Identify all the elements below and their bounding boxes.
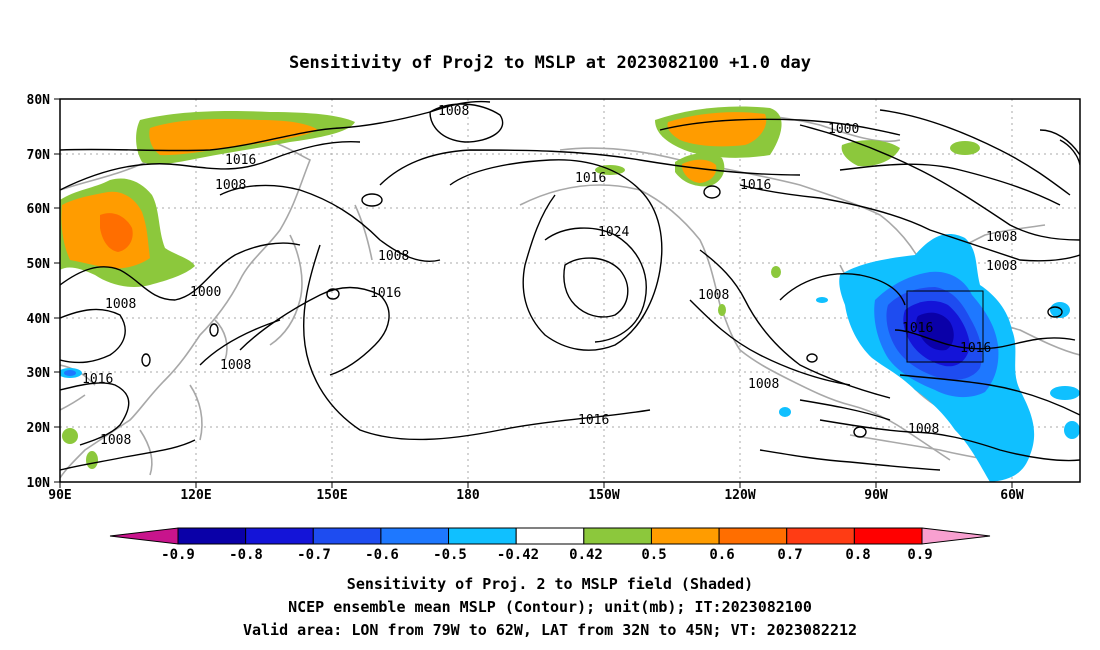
isobar-label: 1016: [902, 321, 933, 336]
lat-label: 30N: [27, 366, 51, 381]
shade-green: [86, 451, 98, 469]
colorbar-box: [515, 527, 585, 545]
lon-label: 90W: [864, 488, 888, 503]
isobar-contours: [60, 100, 1080, 471]
shade-cyan: [779, 407, 791, 417]
colorbar-above-triangle: [921, 527, 991, 545]
colorbar: -0.9 -0.8 -0.7 -0.6 -0.5 -0.42 0.42 0.5 …: [109, 527, 991, 563]
colorbar-label: 0.8: [845, 547, 870, 563]
colorbar-box: [853, 527, 923, 545]
positive-sensitivity-shading: [60, 106, 980, 469]
colorbar-box: [177, 527, 247, 545]
lat-label: 20N: [27, 421, 51, 436]
captions: Sensitivity of Proj. 2 to MSLP field (Sh…: [243, 575, 857, 639]
colorbar-label: -0.9: [161, 547, 195, 563]
isobar-label: 1016: [370, 286, 401, 301]
lon-label: 60W: [1000, 488, 1024, 503]
isobar-labels: 1008 1016 1008 1008 1016 1024 1016 1000 …: [82, 104, 1017, 448]
isobar-label: 1008: [100, 433, 131, 448]
caption-line: NCEP ensemble mean MSLP (Contour); unit(…: [288, 598, 812, 616]
lon-label: 180: [456, 488, 480, 503]
shade-cyan: [816, 297, 828, 303]
lat-label: 80N: [27, 93, 51, 108]
isobar-label: 1016: [225, 153, 256, 168]
colorbar-box: [312, 527, 382, 545]
lon-label: 120E: [180, 488, 211, 503]
isobar-label: 1008: [986, 259, 1017, 274]
isobar-label: 1016: [575, 171, 606, 186]
map-frame: [59, 98, 1081, 483]
colorbar-label: -0.42: [497, 547, 539, 563]
shade-blue: [64, 370, 76, 376]
isobar-label: 1008: [378, 249, 409, 264]
shade-deepest-blue: [916, 312, 954, 351]
colorbar-label: 0.9: [907, 547, 932, 563]
colorbar-box: [245, 527, 314, 545]
negative-sensitivity-shading: [60, 234, 1080, 482]
lon-label: 150E: [316, 488, 347, 503]
lat-label: 70N: [27, 148, 51, 163]
isobar-label: 1000: [190, 285, 221, 300]
caption-line: Sensitivity of Proj. 2 to MSLP field (Sh…: [347, 575, 753, 593]
isobar-label: 1024: [598, 225, 629, 240]
shade-green: [841, 140, 900, 167]
shade-orange: [149, 118, 318, 156]
valid-area-box: [906, 290, 984, 363]
longitude-labels: 90E 120E 150E 180 150W 120W 90W 60W: [48, 488, 1024, 503]
lon-label: 90E: [48, 488, 71, 503]
shade-red-orange: [100, 213, 133, 252]
colorbar-labels: -0.9 -0.8 -0.7 -0.6 -0.5 -0.42 0.42 0.5 …: [161, 547, 933, 563]
colorbar-box: [448, 527, 517, 545]
axis-ticks: [54, 98, 1013, 488]
colorbar-label: -0.8: [229, 547, 263, 563]
isobar-label: 1000: [828, 122, 859, 137]
colorbar-label: 0.42: [569, 547, 603, 563]
lat-label: 40N: [27, 312, 51, 327]
shade-orange: [682, 159, 717, 183]
shade-green: [950, 141, 980, 155]
isobar-label: 1008: [698, 288, 729, 303]
colorbar-box: [380, 527, 450, 545]
colorbar-box: [786, 527, 855, 545]
shade-green: [718, 304, 726, 316]
map-panel: 1008 1016 1008 1008 1016 1024 1016 1000 …: [60, 99, 1080, 482]
colorbar-label: -0.5: [433, 547, 467, 563]
isobar-label: 1008: [908, 422, 939, 437]
isobar-label: 1016: [578, 413, 609, 428]
shade-green: [771, 266, 781, 278]
isobar-label: 1016: [960, 341, 991, 356]
colorbar-box: [718, 527, 788, 545]
colorbar-label: -0.6: [365, 547, 399, 563]
colorbar-box: [650, 527, 720, 545]
isobar-label: 1008: [748, 377, 779, 392]
shade-orange: [667, 112, 767, 147]
isobar-label: 1016: [740, 178, 771, 193]
colorbar-boxes: [177, 527, 923, 545]
isobar-label: 1008: [438, 104, 469, 119]
isobar-label: 1016: [82, 372, 113, 387]
colorbar-label: 0.7: [777, 547, 802, 563]
colorbar-label: 0.5: [641, 547, 666, 563]
shade-green: [62, 428, 78, 444]
isobar-label: 1008: [986, 230, 1017, 245]
colorbar-box: [583, 527, 652, 545]
latitude-labels: 80N 70N 60N 50N 40N 30N 20N 10N: [27, 93, 51, 491]
lon-label: 120W: [724, 488, 755, 503]
lon-label: 150W: [588, 488, 619, 503]
lat-label: 10N: [27, 476, 51, 491]
colorbar-label: 0.6: [709, 547, 734, 563]
shade-cyan: [1064, 421, 1080, 439]
colorbar-below-triangle: [109, 527, 179, 545]
isobar-label: 1008: [105, 297, 136, 312]
isobar-label: 1008: [215, 178, 246, 193]
colorbar-label: -0.7: [297, 547, 331, 563]
caption-line: Valid area: LON from 79W to 62W, LAT fro…: [243, 621, 857, 639]
figure-title: Sensitivity of Proj2 to MSLP at 20230821…: [289, 53, 811, 73]
lat-label: 60N: [27, 202, 51, 217]
lat-label: 50N: [27, 257, 51, 272]
shade-cyan: [1050, 386, 1080, 400]
isobar-label: 1008: [220, 358, 251, 373]
shade-cyan: [1050, 302, 1070, 318]
